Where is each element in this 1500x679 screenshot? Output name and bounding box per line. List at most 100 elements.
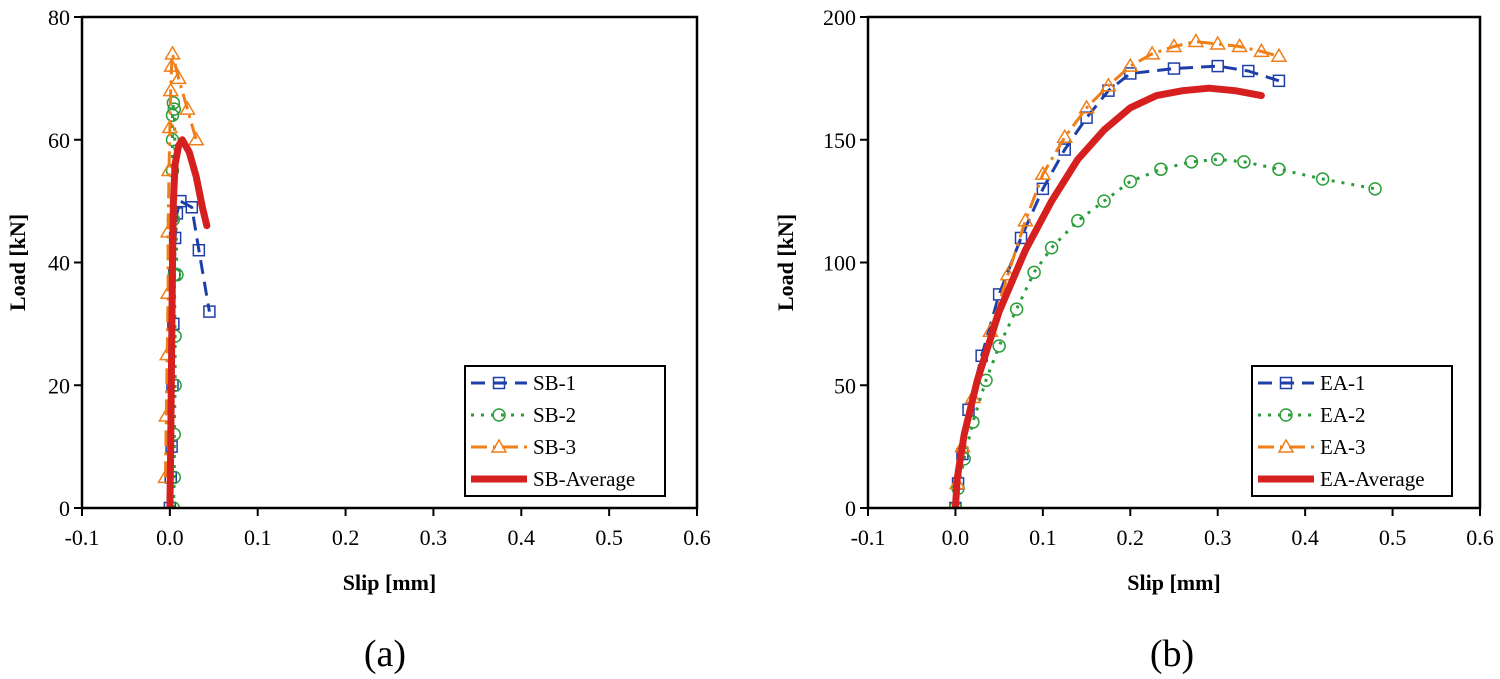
x-tick-label: 0.5 (595, 525, 623, 550)
legend-marker-EA-2 (1279, 408, 1293, 422)
legend-marker-EA-3 (1277, 438, 1295, 453)
y-axis-title: Load [kN] (5, 214, 30, 311)
data-point-SB-1-10 (192, 243, 206, 257)
data-point-EA-2-9 (1071, 214, 1085, 228)
x-tick-label: 0.4 (1291, 525, 1319, 550)
series-line-EA-2 (953, 157, 1376, 508)
data-point-SB-3-9 (164, 45, 181, 60)
series-SB-Average (166, 136, 211, 508)
data-point-SB-2-10 (166, 96, 181, 110)
legend-label-SB-Average: SB-Average (533, 467, 635, 491)
legend-box (1251, 365, 1453, 497)
data-point-EA-3-15 (1209, 35, 1227, 50)
data-point-EA-3-9 (1078, 99, 1095, 114)
series-EA-1 (949, 59, 1286, 508)
x-tick-label: 0.0 (942, 525, 970, 550)
legend-label-EA-Average: EA-Average (1320, 467, 1425, 491)
series-EA-Average (951, 84, 1265, 508)
data-point-SB-3-10 (170, 69, 187, 85)
data-point-EA-3-8 (1056, 128, 1074, 144)
data-point-SB-2-11 (167, 102, 181, 116)
y-tick-label: 0 (59, 496, 70, 521)
y-tick-label: 100 (823, 251, 856, 276)
x-tick-label: -0.1 (65, 525, 100, 550)
data-point-EA-1-8 (1058, 143, 1071, 156)
data-point-SB-3-12 (187, 131, 205, 146)
y-tick-label: 150 (823, 128, 856, 153)
data-point-EA-2-15 (1237, 155, 1251, 169)
series-SB-3 (157, 45, 205, 484)
series-line-EA-3 (953, 40, 1280, 508)
data-point-EA-3-13 (1165, 37, 1183, 53)
series-line-SB-Average (166, 136, 211, 508)
legend: EA-1 EA-2 EA-3 EA-Average (1251, 365, 1453, 497)
legend: SB-1 SB-2 SB-3 SB-Average (464, 365, 666, 497)
data-point-EA-2-17 (1315, 172, 1330, 186)
legend-box (464, 365, 666, 497)
data-point-SB-3-11 (179, 100, 196, 115)
data-point-EA-3-12 (1143, 45, 1161, 60)
data-point-EA-3-5 (999, 266, 1017, 281)
data-point-EA-1-11 (1124, 67, 1137, 80)
data-point-EA-3-6 (1017, 212, 1034, 227)
data-point-EA-3-10 (1100, 77, 1117, 92)
series-EA-3 (948, 33, 1288, 508)
x-tick-label: 0.6 (1466, 525, 1494, 550)
y-tick-label: 200 (823, 5, 856, 30)
legend-label-SB-2: SB-2 (533, 403, 576, 427)
x-axis-title: Slip [mm] (343, 570, 437, 595)
data-point-EA-2-6 (1009, 302, 1024, 316)
data-point-EA-1-15 (1272, 74, 1286, 88)
data-point-EA-1-14 (1242, 64, 1255, 78)
x-tick-label: 0.3 (1204, 525, 1232, 550)
data-point-SB-3-7 (162, 82, 180, 97)
data-point-EA-3-18 (1270, 47, 1288, 63)
legend-label-EA-3: EA-3 (1320, 435, 1366, 459)
y-tick-label: 40 (48, 251, 70, 276)
data-point-EA-2-7 (1027, 265, 1041, 280)
x-tick-label: 0.5 (1379, 525, 1407, 550)
data-point-EA-1-7 (1036, 182, 1050, 196)
y-tick-label: 50 (834, 373, 856, 398)
y-tick-label: 0 (845, 496, 856, 521)
x-tick-label: 0.2 (332, 525, 360, 550)
data-point-EA-3-16 (1231, 37, 1248, 53)
x-axis-title: Slip [mm] (1127, 570, 1221, 595)
data-point-EA-1-13 (1211, 59, 1224, 73)
data-point-EA-3-17 (1253, 42, 1270, 58)
chart-panel-2: -0.1 0.0 0.1 0.2 0.3 0.4 0.5 0.6 0 50 100 150 200 Sli… (773, 5, 1494, 675)
x-tick-label: 0.0 (156, 525, 184, 550)
x-tick-label: 0.2 (1117, 525, 1145, 550)
chart-panel-1: -0.1 0.0 0.1 0.2 0.3 0.4 0.5 0.6 0 20 40 60 80 Slip [… (5, 5, 711, 675)
data-point-EA-2-14 (1210, 152, 1225, 167)
data-point-EA-3-14 (1187, 33, 1205, 48)
y-tick-label: 80 (48, 5, 70, 30)
legend-label-SB-1: SB-1 (533, 371, 576, 395)
data-point-EA-2-10 (1097, 194, 1111, 208)
panel-label: (b) (1150, 633, 1194, 675)
x-tick-label: 0.1 (1029, 525, 1057, 550)
data-point-EA-2-5 (992, 339, 1006, 353)
data-point-EA-2-8 (1044, 241, 1059, 255)
legend-label-EA-2: EA-2 (1320, 403, 1366, 427)
data-point-EA-2-13 (1184, 155, 1199, 169)
legend-marker-SB-2 (492, 408, 506, 422)
data-point-SB-3-6 (161, 118, 179, 134)
data-point-EA-3-11 (1121, 57, 1139, 72)
data-point-EA-2-16 (1272, 162, 1286, 176)
data-point-EA-3-7 (1034, 165, 1052, 180)
legend-marker-SB-3 (490, 438, 508, 453)
legend-marker-SB-1 (492, 376, 506, 390)
data-point-EA-2-12 (1154, 162, 1168, 176)
data-point-SB-1-9 (185, 201, 199, 214)
panel-label: (a) (364, 633, 406, 675)
data-point-SB-1-11 (203, 305, 216, 318)
x-tick-label: 0.6 (683, 525, 711, 550)
data-point-EA-1-12 (1167, 62, 1181, 75)
series-line-EA-Average (951, 84, 1265, 508)
data-point-SB-3-8 (163, 57, 180, 72)
x-tick-label: 0.1 (244, 525, 272, 550)
x-tick-label: -0.1 (851, 525, 886, 550)
x-tick-label: 0.3 (420, 525, 448, 550)
